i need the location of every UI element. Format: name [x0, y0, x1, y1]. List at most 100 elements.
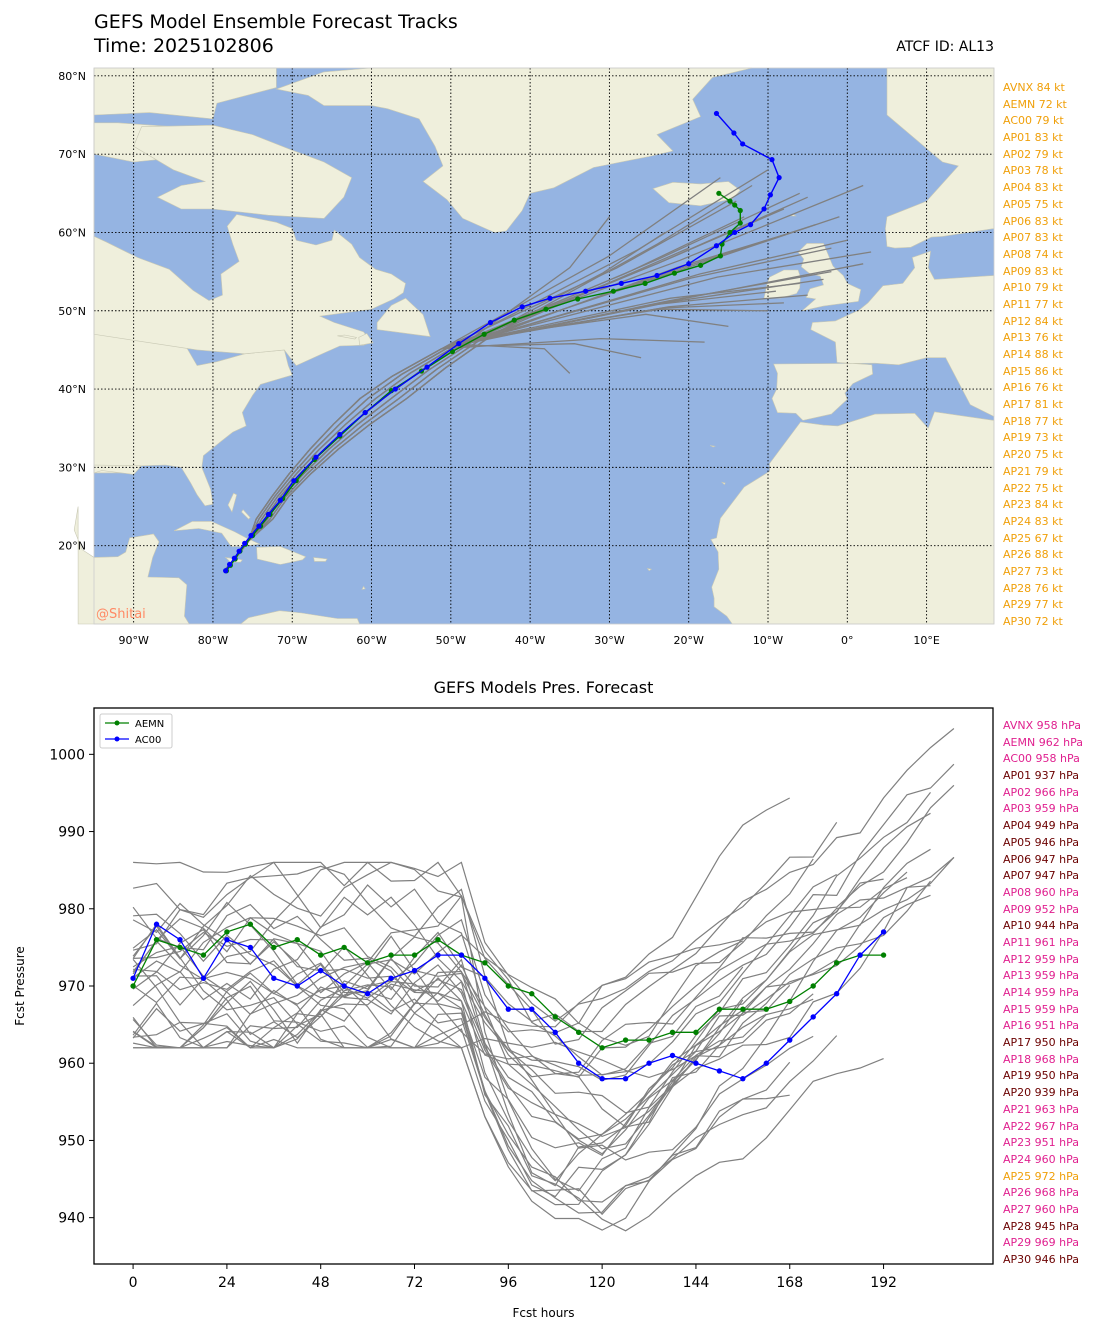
ac00-pressure-point [693, 1060, 699, 1066]
lon-tick-label: 10°E [913, 634, 939, 647]
lon-tick-label: 60°W [356, 634, 386, 647]
aemn-pressure-point [177, 944, 183, 951]
wind-label: AP04 83 kt [1003, 181, 1063, 195]
ac00-track-point [223, 568, 229, 574]
wind-label: AP12 84 kt [1003, 314, 1063, 328]
wind-label: AP18 77 kt [1003, 414, 1063, 428]
lon-tick-label: 80°W [198, 634, 228, 647]
ac00-track-point [618, 280, 624, 286]
wind-label: AP29 77 kt [1003, 598, 1063, 612]
aemn-track-point [543, 306, 549, 312]
x-axis-label: Fcst hours [512, 1306, 574, 1320]
pressure-label: AP01 937 hPa [1003, 769, 1079, 783]
aemn-pressure-point [364, 960, 371, 966]
ac00-track-point [654, 272, 660, 279]
ensemble-pressure-line [132, 848, 931, 1114]
ac00-pressure-point [200, 975, 207, 981]
aemn-track-point [727, 229, 733, 236]
pressure-label: AP15 959 hPa [1003, 1002, 1079, 1016]
ac00-pressure-point [763, 1060, 769, 1066]
aemn-pressure-point [669, 1029, 676, 1036]
pressure-label: AP11 961 hPa [1003, 935, 1079, 949]
aemn-pressure-point [740, 1006, 746, 1012]
ac00-track-point [265, 511, 272, 517]
aemn-track-point [481, 331, 487, 337]
lat-tick-label: 30°N [58, 461, 86, 474]
wind-label: AP19 73 kt [1003, 431, 1063, 445]
aemn-pressure-point [646, 1037, 652, 1043]
aemn-track-point [575, 296, 581, 302]
aemn-track-point [511, 317, 517, 323]
land-antilles [361, 585, 366, 590]
ac00-track-point [242, 540, 248, 546]
wind-label: AP10 79 kt [1003, 281, 1063, 295]
aemn-pressure-point [693, 1029, 699, 1036]
pressure-label: AP25 972 hPa [1003, 1169, 1079, 1183]
ac00-track-point [337, 431, 343, 438]
pressure-legend: AVNX 958 hPa AEMN 962 hPa AC00 958 hPa AP01… [1003, 718, 1083, 1269]
wind-label: AP07 83 kt [1003, 231, 1063, 245]
ac00-track-point [487, 319, 494, 326]
land-bahamas-1 [227, 492, 238, 513]
ensemble-pressure-line [132, 936, 744, 1049]
wind-label: AP25 67 kt [1003, 531, 1063, 545]
ac00-track-point [277, 497, 283, 503]
ensemble-pressure-line [133, 962, 791, 1216]
lon-tick-label: 40°W [515, 634, 545, 647]
ac00-pressure-point [857, 952, 863, 958]
land-hispaniola [256, 546, 307, 565]
land-cuba [173, 521, 261, 547]
ac00-pressure-point [364, 991, 371, 997]
wind-label: AP24 83 kt [1003, 514, 1063, 528]
x-tick-label: 192 [870, 1275, 897, 1291]
land-europe [771, 250, 995, 421]
pressure-label: AP03 959 hPa [1003, 802, 1079, 816]
wind-label: AP28 76 kt [1003, 581, 1063, 595]
lat-tick-label: 80°N [58, 70, 86, 83]
watermark: @Shitai [96, 607, 146, 622]
ac00-track-point [731, 130, 737, 136]
aemn-pressure-point [224, 929, 230, 935]
aemn-pressure-point [787, 998, 793, 1005]
ensemble-pressure-line [132, 792, 931, 1187]
ensemble-pressure-line [132, 857, 955, 1138]
wind-label: AP08 74 kt [1003, 247, 1063, 261]
ac00-pressure-point [505, 1006, 512, 1012]
pressure-label: AP20 939 hPa [1003, 1086, 1079, 1100]
wind-label: AP15 86 kt [1003, 364, 1063, 378]
aemn-pressure-point [247, 921, 254, 927]
aemn-pressure-point [763, 1006, 769, 1012]
x-tick-label: 120 [589, 1275, 616, 1291]
aemn-pressure-point [575, 1029, 582, 1036]
y-tick-label: 940 [58, 1211, 85, 1227]
pressure-label: AP10 944 hPa [1003, 919, 1079, 933]
lon-tick-label: 0° [841, 634, 854, 647]
ac00-track-point [776, 175, 782, 181]
lat-tick-label: 60°N [58, 226, 86, 239]
lon-tick-label: 70°W [277, 634, 307, 647]
pressure-label: AP06 947 hPa [1003, 852, 1079, 866]
land-greenland [275, 67, 753, 233]
ensemble-pressure-line [132, 871, 908, 1231]
aemn-track-point [727, 198, 733, 204]
aemn-pressure-point [552, 1014, 558, 1020]
pressure-label: AC00 958 hPa [1003, 752, 1080, 766]
ensemble-pressure-line [132, 877, 908, 1078]
aemn-pressure-point [435, 936, 441, 943]
land-africa [710, 411, 995, 625]
ac00-pressure-point [646, 1060, 652, 1066]
x-tick-label: 144 [683, 1275, 710, 1291]
land-madeira [709, 445, 716, 448]
pressure-label: AP07 947 hPa [1003, 869, 1079, 883]
ac00-track-point [713, 243, 720, 249]
aemn-track-point [717, 253, 724, 259]
aemn-track-point [716, 190, 722, 196]
ensemble-pressure-line [132, 873, 837, 1076]
aemn-pressure-point [505, 983, 512, 989]
lon-tick-label: 10°W [753, 634, 783, 647]
legend-label: AC00 [135, 735, 161, 746]
land-bahamas-2 [241, 509, 251, 520]
y-tick-label: 1000 [49, 747, 85, 763]
ac00-track-point [226, 561, 233, 568]
pressure-label: AP18 968 hPa [1003, 1052, 1079, 1066]
